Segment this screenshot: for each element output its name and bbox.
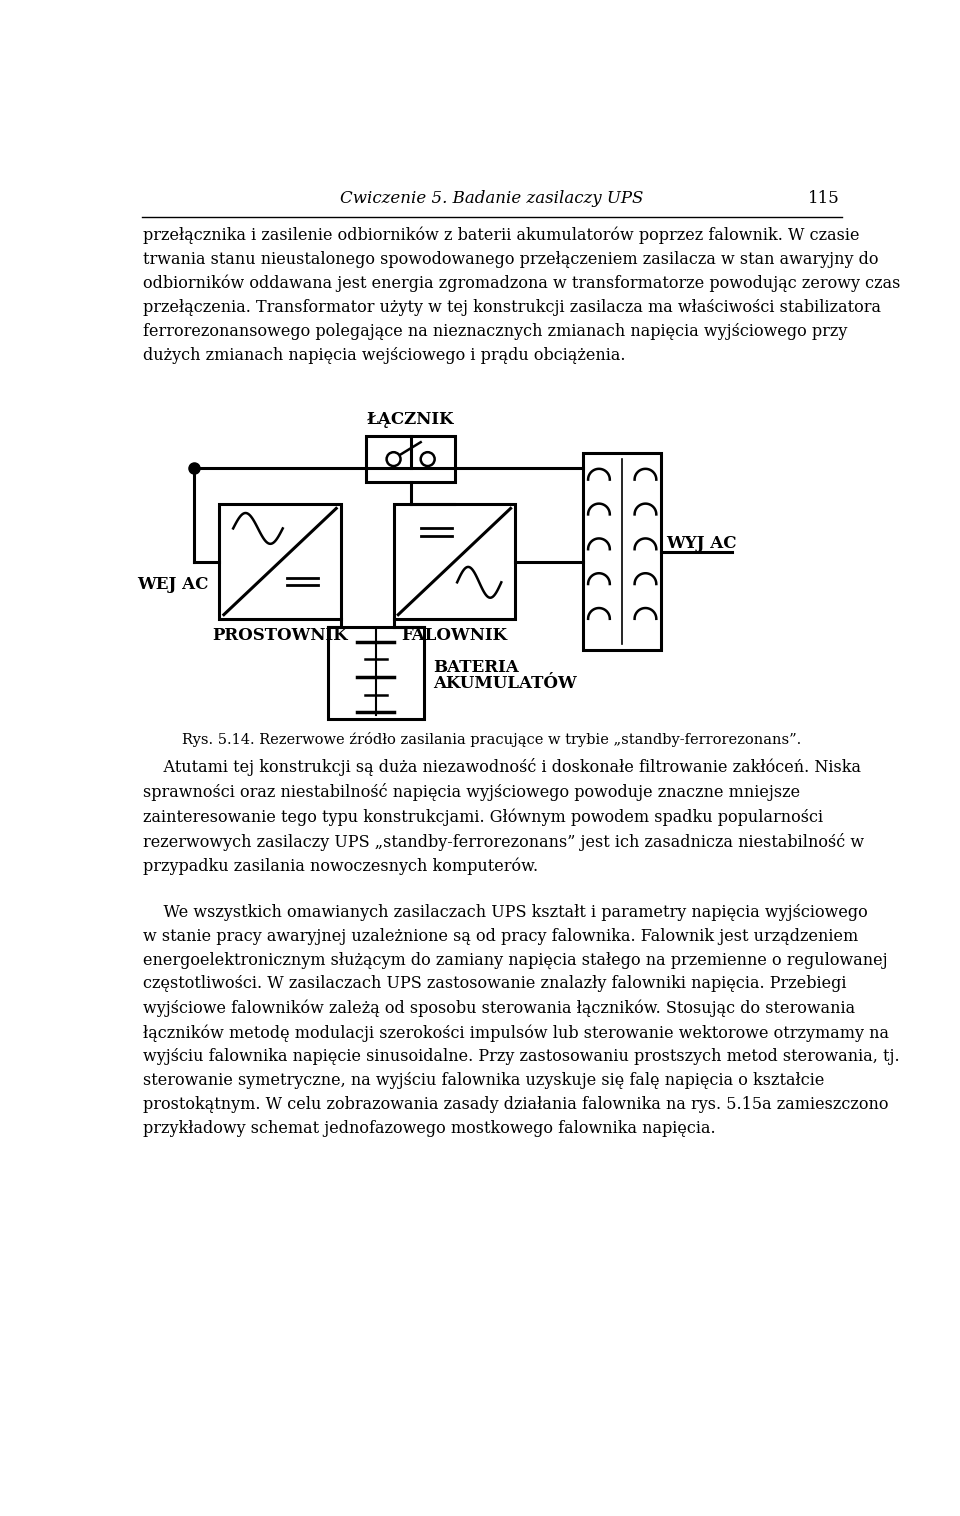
- Text: Atutami tej konstrukcji są duża niezawodność i doskonałe filtrowanie zakłóceń. N: Atutami tej konstrukcji są duża niezawod…: [143, 758, 864, 875]
- Bar: [584, 453, 660, 650]
- Text: Rys. 5.14. Rezerwowe źródło zasilania pracujące w trybie „standby-ferrorezonans”: Rys. 5.14. Rezerwowe źródło zasilania pr…: [182, 732, 802, 747]
- Bar: [394, 503, 516, 619]
- Text: FALOWNIK: FALOWNIK: [401, 628, 508, 644]
- Text: 115: 115: [807, 191, 839, 208]
- Text: ŁĄCZNIK: ŁĄCZNIK: [367, 411, 454, 429]
- Text: WYJ AC: WYJ AC: [666, 535, 737, 552]
- Text: We wszystkich omawianych zasilaczach UPS kształt i parametry napięcia wyjścioweg: We wszystkich omawianych zasilaczach UPS…: [143, 904, 900, 1137]
- Text: AKUMULATÓW: AKUMULATÓW: [433, 676, 577, 693]
- Text: przełącznika i zasilenie odbiorników z baterii akumulatorów poprzez falownik. W : przełącznika i zasilenie odbiorników z b…: [143, 226, 900, 364]
- Bar: [327, 628, 423, 720]
- Text: BATERIA: BATERIA: [433, 658, 518, 676]
- Text: WEJ AC: WEJ AC: [137, 576, 208, 593]
- Text: Cwiczenie 5. Badanie zasilaczy UPS: Cwiczenie 5. Badanie zasilaczy UPS: [340, 191, 644, 208]
- Bar: [367, 437, 455, 482]
- Bar: [219, 503, 341, 619]
- Text: PROSTOWNIK: PROSTOWNIK: [212, 628, 348, 644]
